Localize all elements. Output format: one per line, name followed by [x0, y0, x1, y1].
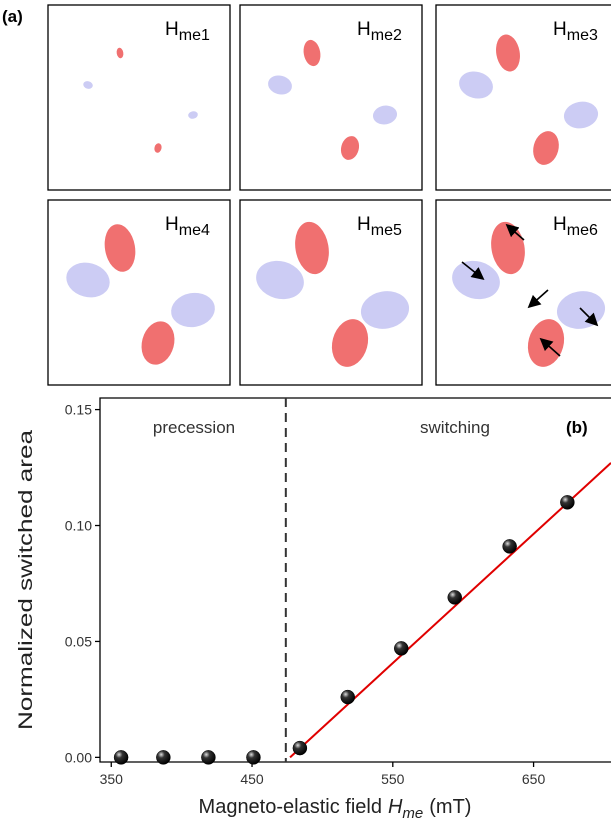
data-point	[201, 750, 215, 764]
data-point	[246, 750, 260, 764]
x-axis-label: Magneto-elastic field Hme (mT)	[199, 796, 472, 822]
panel-title-main: H	[357, 19, 371, 40]
x-tick-label: 350	[100, 771, 124, 787]
panel-title-main: H	[357, 214, 371, 235]
annotation: precession	[153, 418, 235, 437]
data-point	[560, 495, 574, 509]
panel-title-sub: me6	[567, 222, 598, 239]
y-axis-label: Normalized switched area	[16, 429, 37, 730]
figure: (a) Hme1Hme2Hme3Hme4Hme5Hme6 0.000.050.1…	[0, 0, 611, 828]
data-point	[503, 539, 517, 553]
panel-title-sub: me1	[179, 27, 210, 44]
panel-title-sub: me5	[371, 222, 402, 239]
panel-label: (a)	[2, 7, 23, 26]
data-point	[448, 590, 462, 604]
panel-title-main: H	[165, 19, 179, 40]
panel-title-sub: me2	[371, 27, 402, 44]
data-point	[156, 750, 170, 764]
x-tick-label: 450	[240, 771, 264, 787]
y-tick-label: 0.15	[65, 402, 92, 418]
chart: 0.00 0.05 0.10 0.15 350 450 550 650 precession sw…	[16, 398, 611, 822]
x-axis-label-text: Magneto-elastic field	[199, 796, 382, 818]
x-tick-label: 550	[381, 771, 405, 787]
panel-title-main: H	[165, 214, 179, 235]
y-tick-label: 0.05	[65, 633, 92, 649]
x-tick-label: 650	[522, 771, 546, 787]
data-point	[114, 750, 128, 764]
axes-frame	[100, 398, 611, 762]
x-axis-label-sub: me	[402, 805, 423, 822]
panel-title-sub: me3	[567, 27, 598, 44]
panel-title-main: H	[553, 19, 567, 40]
y-tick-label: 0.10	[65, 518, 92, 534]
panel-title-main: H	[553, 214, 567, 235]
annotation: switching	[420, 418, 490, 437]
y-tick-label: 0.00	[65, 749, 92, 765]
x-axis-label-symbol: H	[388, 796, 403, 818]
x-axis-label-unit: (mT)	[429, 796, 471, 818]
panel-title-sub: me4	[179, 222, 210, 239]
data-point	[394, 641, 408, 655]
data-point	[293, 741, 307, 755]
panel-label: (b)	[566, 418, 588, 437]
data-point	[341, 690, 355, 704]
